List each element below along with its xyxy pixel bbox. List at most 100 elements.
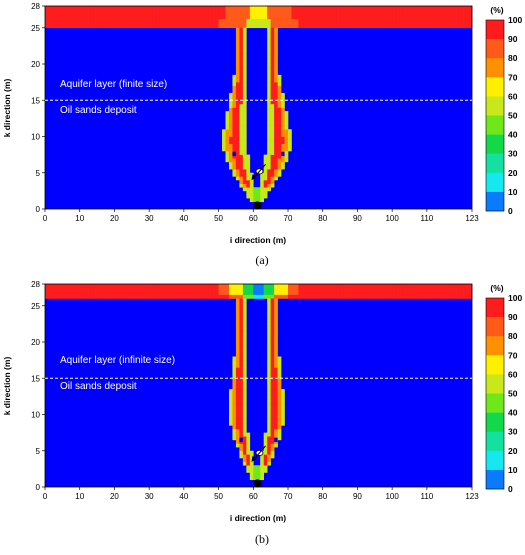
heatmap-cell [246, 439, 251, 444]
heatmap-cell [235, 125, 240, 130]
heatmap-cell [454, 294, 459, 299]
heatmap-cell [267, 429, 271, 433]
heatmap-cell [458, 19, 462, 29]
heatmap-cell [228, 96, 233, 101]
heatmap-cell [281, 140, 285, 145]
heatmap-cell [246, 194, 251, 199]
heatmap-cell [270, 180, 275, 184]
heatmap-cell [284, 294, 289, 299]
heatmap-cell [267, 436, 271, 441]
heatmap-cell [142, 19, 146, 29]
heatmap-cell [239, 140, 244, 145]
heatmap-cell [284, 136, 289, 141]
heatmap-cell [277, 154, 282, 159]
x-tick-label: 123 [465, 214, 479, 223]
heatmap-cell [239, 35, 244, 39]
heatmap-cell [274, 78, 278, 83]
heatmap-cell [340, 19, 344, 29]
heatmap-cell [440, 284, 445, 296]
heatmap-cell [218, 6, 223, 20]
heatmap-cell [242, 147, 247, 152]
heatmap-cell [277, 136, 282, 141]
heatmap-cell [270, 425, 275, 430]
heatmap-cell [246, 450, 251, 455]
heatmap-cell [225, 6, 230, 20]
heatmap-cell [232, 400, 237, 404]
heatmap-cell [426, 294, 431, 299]
heatmap-cell [169, 284, 174, 296]
heatmap-cell [274, 410, 278, 415]
heatmap-cell [267, 85, 271, 90]
heatmap-cell [242, 64, 247, 68]
heatmap-cell [51, 284, 56, 296]
heatmap-cell [277, 436, 282, 441]
heatmap-cell [232, 385, 237, 390]
heatmap-cell [399, 19, 403, 29]
heatmap-cell [267, 147, 271, 152]
heatmap-cell [97, 294, 101, 299]
heatmap-cell [69, 284, 74, 296]
heatmap-cell [267, 345, 271, 350]
heatmap-cell [239, 421, 244, 426]
heatmap-cell [274, 129, 278, 134]
heatmap-cell [242, 19, 247, 29]
heatmap-cell [128, 294, 133, 299]
heatmap-cell [270, 96, 275, 101]
heatmap-cell [232, 294, 237, 299]
heatmap-cell [242, 125, 247, 130]
heatmap-cell [235, 338, 240, 343]
heatmap-cell [281, 129, 285, 134]
heatmap-cell [274, 396, 278, 401]
heatmap-cell [232, 429, 237, 433]
heatmap-cell [270, 389, 275, 394]
heatmap-cell [253, 6, 258, 20]
heatmap-cell [222, 19, 226, 29]
heatmap-cell [256, 6, 261, 20]
heatmap-cell [235, 425, 240, 430]
heatmap-cell [232, 403, 237, 408]
x-tick-label: 20 [110, 214, 119, 223]
panel-a-annotation-lower: Oil sands deposit [60, 105, 137, 116]
heatmap-cell [274, 298, 278, 303]
heatmap-cell [270, 316, 275, 321]
heatmap-cell [270, 298, 275, 303]
heatmap-cell [416, 284, 421, 296]
heatmap-cell [270, 345, 275, 350]
heatmap-cell [277, 385, 282, 390]
heatmap-cell [274, 392, 278, 397]
heatmap-cell [360, 284, 365, 296]
heatmap-cell [83, 294, 87, 299]
heatmap-cell [242, 418, 247, 423]
heatmap-cell [239, 323, 244, 328]
heatmap-cell [270, 374, 275, 379]
heatmap-cell [235, 331, 240, 336]
heatmap-cell [426, 6, 431, 20]
well-arrow-head [251, 174, 257, 181]
heatmap-cell [270, 161, 275, 166]
heatmap-cell [242, 360, 247, 365]
colorbar-segment [486, 96, 504, 116]
heatmap-cell [232, 392, 237, 397]
heatmap-cell [319, 6, 324, 20]
heatmap-cell [128, 284, 133, 296]
heatmap-cell [291, 6, 296, 20]
heatmap-cell [242, 31, 247, 36]
heatmap-cell [267, 294, 271, 299]
heatmap-cell [107, 294, 112, 299]
heatmap-cell [242, 93, 247, 97]
heatmap-cell [260, 172, 265, 177]
heatmap-cell [239, 161, 244, 166]
heatmap-cell [277, 93, 282, 97]
heatmap-cell [239, 169, 244, 174]
panel-b-caption: (b) [255, 532, 269, 546]
heatmap-cell [242, 100, 247, 105]
heatmap-cell [228, 161, 233, 166]
heatmap-cell [274, 165, 278, 170]
heatmap-cell [274, 334, 278, 339]
heatmap-cell [228, 284, 233, 296]
heatmap-cell [347, 284, 351, 296]
heatmap-cell [277, 400, 282, 404]
heatmap-cell [235, 31, 240, 36]
